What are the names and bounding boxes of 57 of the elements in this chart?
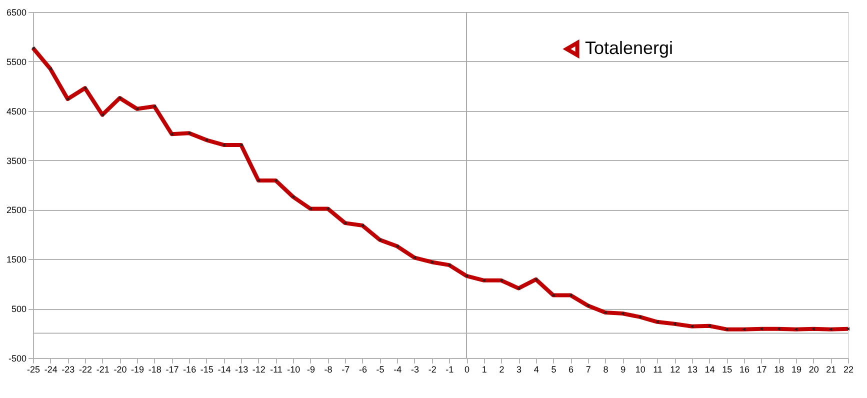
x-tick-label: -25: [26, 364, 40, 374]
x-tick-label: -7: [342, 364, 350, 374]
x-tick-label: -15: [200, 364, 214, 374]
x-tick-label: -14: [218, 364, 231, 374]
y-tick-label: 5500: [6, 56, 26, 67]
x-tick-label: -23: [62, 364, 75, 374]
y-tick-label: 1500: [6, 254, 26, 265]
x-tick-label: -8: [324, 364, 332, 374]
x-tick-label: 2: [499, 364, 504, 374]
y-tick-label: 3500: [6, 156, 26, 166]
x-tick-label: -18: [148, 364, 162, 374]
x-tick-label: -12: [252, 364, 266, 374]
x-tick-label: 14: [704, 364, 715, 374]
x-tick-label: 11: [653, 364, 662, 374]
x-tick-label: 7: [586, 364, 591, 374]
x-tick-label: -5: [376, 364, 384, 374]
x-tick-label: 6: [568, 364, 574, 374]
x-tick-label: 8: [603, 364, 608, 374]
x-tick-label: 3: [516, 364, 522, 374]
x-tick-label: -6: [358, 364, 367, 374]
x-tick-label: -20: [114, 364, 127, 374]
x-tick-label: 16: [739, 364, 750, 374]
x-tick-label: 18: [774, 364, 784, 374]
x-tick-label: 21: [826, 364, 836, 374]
x-tick-label: 13: [687, 364, 698, 374]
y-tick-label: -500: [8, 354, 26, 364]
x-tick-label: -10: [287, 364, 300, 374]
x-tick-label: 5: [551, 364, 556, 374]
x-tick-label: 12: [670, 364, 680, 374]
x-tick-label: -9: [306, 364, 315, 374]
x-tick-label: -1: [446, 364, 454, 374]
y-tick-label: 6500: [6, 8, 26, 18]
x-tick-label: 1: [482, 364, 487, 374]
x-tick-label: -24: [44, 364, 58, 374]
y-tick-label: 4500: [6, 106, 26, 116]
x-tick-label: -19: [131, 364, 144, 374]
x-tick-label: 4: [534, 364, 539, 374]
x-tick-label: 10: [635, 364, 646, 374]
x-tick-label: 22: [843, 364, 854, 374]
x-tick-label: -3: [410, 364, 419, 374]
x-tick-label: -11: [270, 364, 282, 374]
x-tick-label: -21: [96, 364, 110, 374]
x-tick-label: 0: [464, 364, 470, 374]
x-tick-label: -4: [394, 364, 402, 374]
x-tick-label: -22: [79, 364, 92, 374]
x-tick-label: -2: [428, 364, 436, 374]
x-tick-label: -16: [183, 364, 196, 374]
y-tick-label: 2500: [6, 205, 26, 216]
y-tick-label: 500: [11, 304, 26, 314]
legend-label: Totalenergi: [585, 38, 674, 58]
x-tick-label: 9: [620, 364, 626, 374]
x-tick-label: 19: [791, 364, 802, 374]
x-tick-label: 15: [722, 364, 732, 374]
x-tick-label: 17: [756, 364, 767, 374]
x-tick-label: -13: [235, 364, 248, 374]
x-tick-label: -17: [166, 364, 179, 374]
x-tick-label: 20: [808, 364, 819, 374]
